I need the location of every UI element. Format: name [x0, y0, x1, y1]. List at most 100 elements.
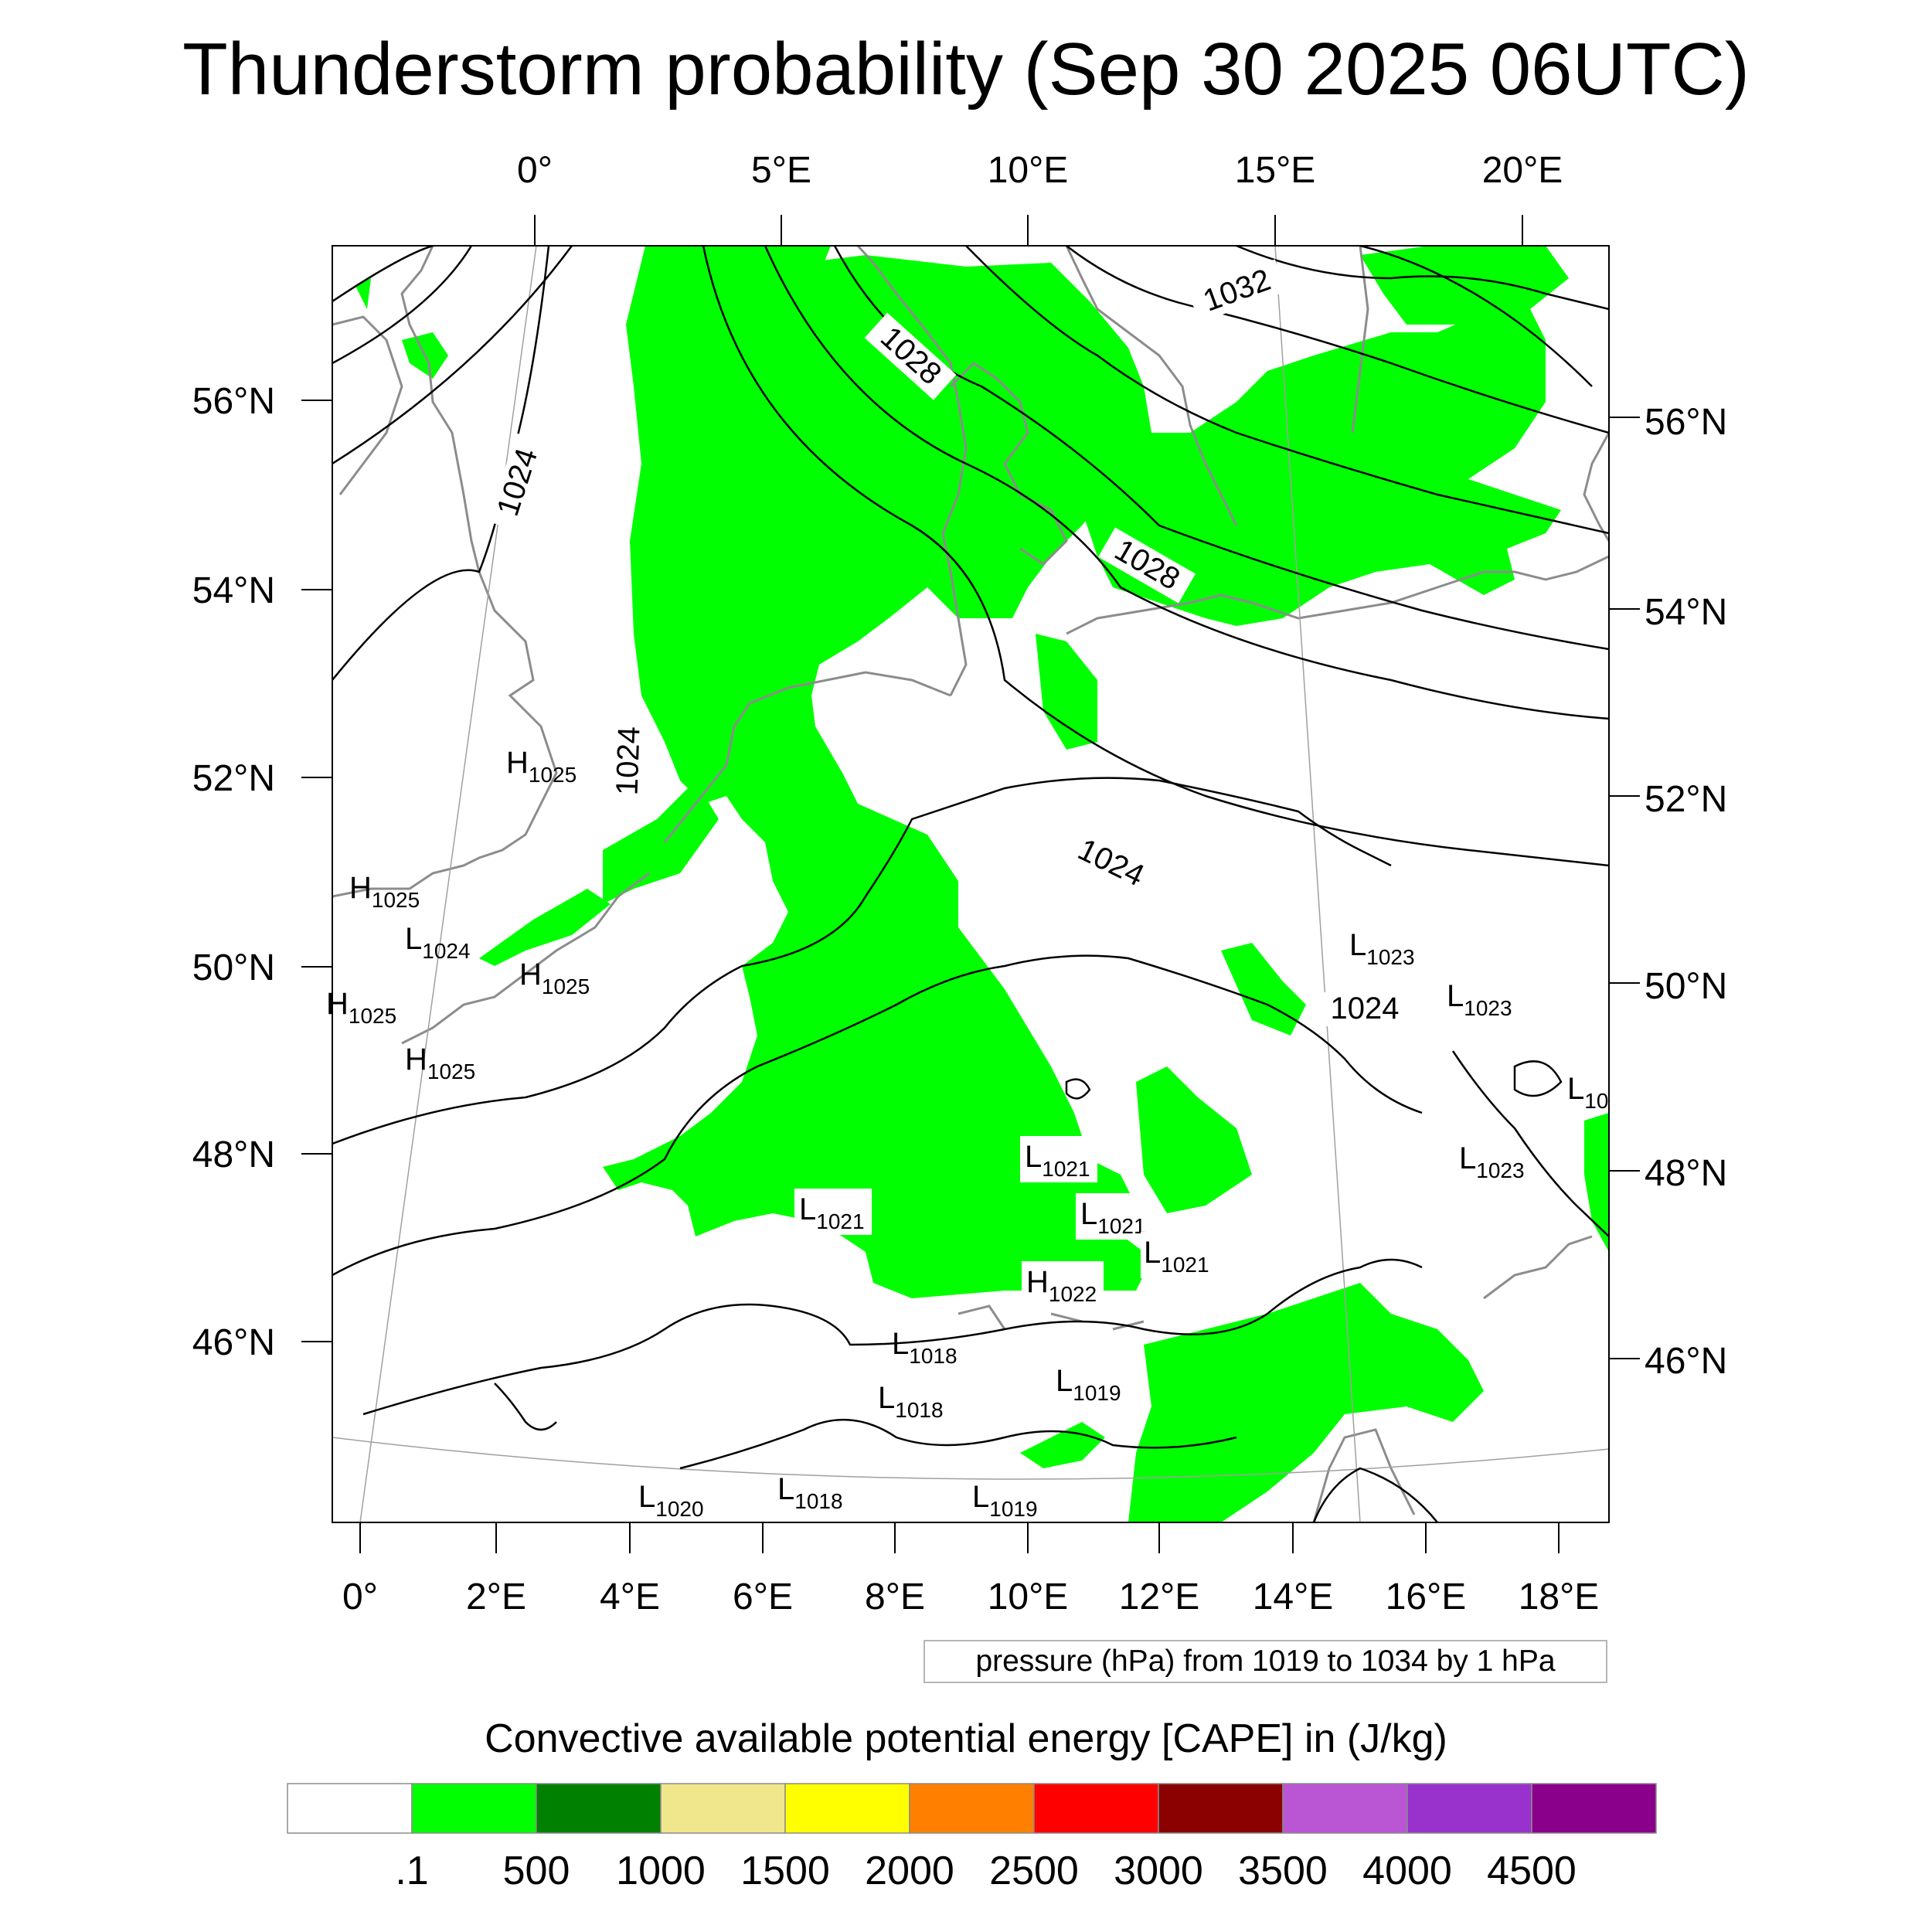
cape-area-central-germany [1136, 1066, 1252, 1213]
colorbar-swatch [411, 1783, 537, 1834]
isobar-line [1236, 246, 1609, 311]
pressure-center: L1018 [878, 1381, 944, 1422]
coast-sweden [1065, 246, 1238, 526]
coast-baltic-south [1066, 555, 1609, 635]
right-lat-label: 50°N [1645, 966, 1727, 1007]
right-lat-label: 48°N [1645, 1153, 1727, 1194]
isobar-line [332, 246, 434, 303]
plot-frame [332, 245, 1610, 1523]
bottom-lon-label: 8°E [865, 1577, 925, 1617]
pressure-contour-note: pressure (hPa) from 1019 to 1034 by 1 hP… [923, 1640, 1607, 1683]
pressure-center: L1021 [799, 1192, 865, 1233]
pressure-center: L1021 [1025, 1140, 1090, 1181]
top-lon-label: 20°E [1482, 150, 1563, 191]
colorbar-tick-label: .1 [395, 1849, 428, 1893]
cape-area-germany-north [1036, 634, 1097, 750]
colorbar-title: Convective available potential energy [C… [485, 1716, 1447, 1761]
pressure-center: L10 [1567, 1072, 1608, 1113]
bottom-lon-label: 4°E [600, 1577, 660, 1617]
colorbar-swatch [784, 1783, 910, 1834]
isobar-line [1312, 1467, 1438, 1522]
top-lon-label: 5°E [751, 150, 811, 191]
pressure-center: L1018 [777, 1472, 843, 1513]
top-lon-label: 15°E [1235, 150, 1316, 191]
bottom-lon-label: 0° [342, 1577, 378, 1617]
meridian-15e [1274, 246, 1361, 1522]
pressure-center: H1025 [326, 987, 396, 1028]
cape-area-italy-north [1020, 1422, 1105, 1468]
colorbar-tick-label: 1500 [740, 1849, 830, 1893]
bottom-lon-label: 2°E [466, 1577, 526, 1617]
colorbar-tick-label: 3000 [1114, 1849, 1203, 1893]
cape-area-north-sea [603, 246, 1144, 1298]
coast-adriatic [1312, 1428, 1416, 1522]
graticule [332, 246, 1609, 1522]
bottom-lon-label: 14°E [1253, 1577, 1334, 1617]
cape-colorbar [287, 1783, 1657, 1834]
axis-ticks [301, 215, 1640, 1553]
colorbar-swatch [1406, 1783, 1532, 1834]
pressure-center: L1024 [405, 922, 471, 963]
isobar-line [1066, 246, 1609, 434]
colorbar-tick-label: 2500 [989, 1849, 1079, 1893]
pressure-center: H1025 [349, 871, 420, 912]
right-lat-label: 52°N [1645, 779, 1727, 820]
coast-britain-west [332, 315, 403, 495]
coast-germany-north [856, 246, 968, 696]
isobar-line [332, 246, 573, 465]
colorbar-labels: .1 500 1000 1500 2000 2500 3000 3500 4000 4500 [395, 1849, 1577, 1893]
bottom-lon-label: 10°E [988, 1577, 1069, 1617]
right-lat-label: 46°N [1645, 1341, 1727, 1382]
isobar-line [702, 246, 1609, 867]
isobar-line [1359, 246, 1593, 387]
colorbar-swatch [287, 1783, 413, 1834]
isobar-line [1513, 1060, 1563, 1097]
coast-britain-east [332, 246, 558, 898]
isobar-label: 1024 [1331, 992, 1400, 1026]
colorbar-swatch [536, 1783, 662, 1834]
colorbar-swatch [1158, 1783, 1284, 1834]
pressure-center: L1018 [892, 1327, 957, 1368]
cape-area-baltic [1066, 278, 1561, 626]
colorbar-tick-label: 2000 [865, 1849, 954, 1893]
isobar-line [362, 1258, 1423, 1416]
colorbar-swatch [1531, 1783, 1657, 1834]
left-lat-label: 48°N [192, 1134, 275, 1175]
cape-area-east-edge [1584, 1113, 1609, 1252]
coast-france-north [401, 872, 650, 1045]
left-lat-label: 56°N [192, 381, 275, 422]
cape-shading [355, 246, 1609, 1522]
colorbar-swatch [909, 1783, 1035, 1834]
pressure-center: H1025 [405, 1043, 475, 1083]
pressure-center: H1025 [506, 746, 577, 787]
pressure-center: L1023 [1459, 1141, 1525, 1182]
isobar-line [965, 246, 1609, 535]
isobar-label: 1024 [1073, 832, 1149, 893]
isobar-label: 1024 [491, 444, 544, 520]
colorbar-tick-label: 4000 [1362, 1849, 1452, 1893]
left-lat-label: 54°N [192, 570, 275, 611]
cape-area-poland-north [1360, 246, 1569, 325]
coast-east [1583, 432, 1609, 542]
bottom-lon-label: 6°E [733, 1577, 793, 1617]
isobar-line [494, 1383, 557, 1431]
pressure-center: L1019 [972, 1480, 1038, 1521]
isobar-line [332, 246, 550, 681]
isobar-label: 1032 [1199, 263, 1275, 318]
pressure-center: L1019 [1056, 1364, 1121, 1405]
pressure-center: L1021 [1080, 1197, 1146, 1238]
map-title: Thunderstorm probability (Sep 30 2025 06… [182, 28, 1750, 111]
colorbar-swatch [1282, 1783, 1408, 1834]
cape-area-austria [1128, 1283, 1484, 1522]
coast-alps-lakes [957, 1304, 1145, 1331]
left-lat-label: 50°N [192, 947, 275, 988]
pressure-center: H1025 [519, 957, 590, 998]
pressure-center: L1023 [1447, 979, 1512, 1020]
bottom-lon-label: 18°E [1519, 1577, 1600, 1617]
isobar-line [764, 246, 1609, 720]
colorbar-tick-label: 1000 [616, 1849, 706, 1893]
cape-area-czech [1221, 943, 1306, 1036]
parallel-45n [332, 1437, 1609, 1480]
colorbar-swatch [660, 1783, 786, 1834]
isobar-line [332, 954, 1423, 1277]
